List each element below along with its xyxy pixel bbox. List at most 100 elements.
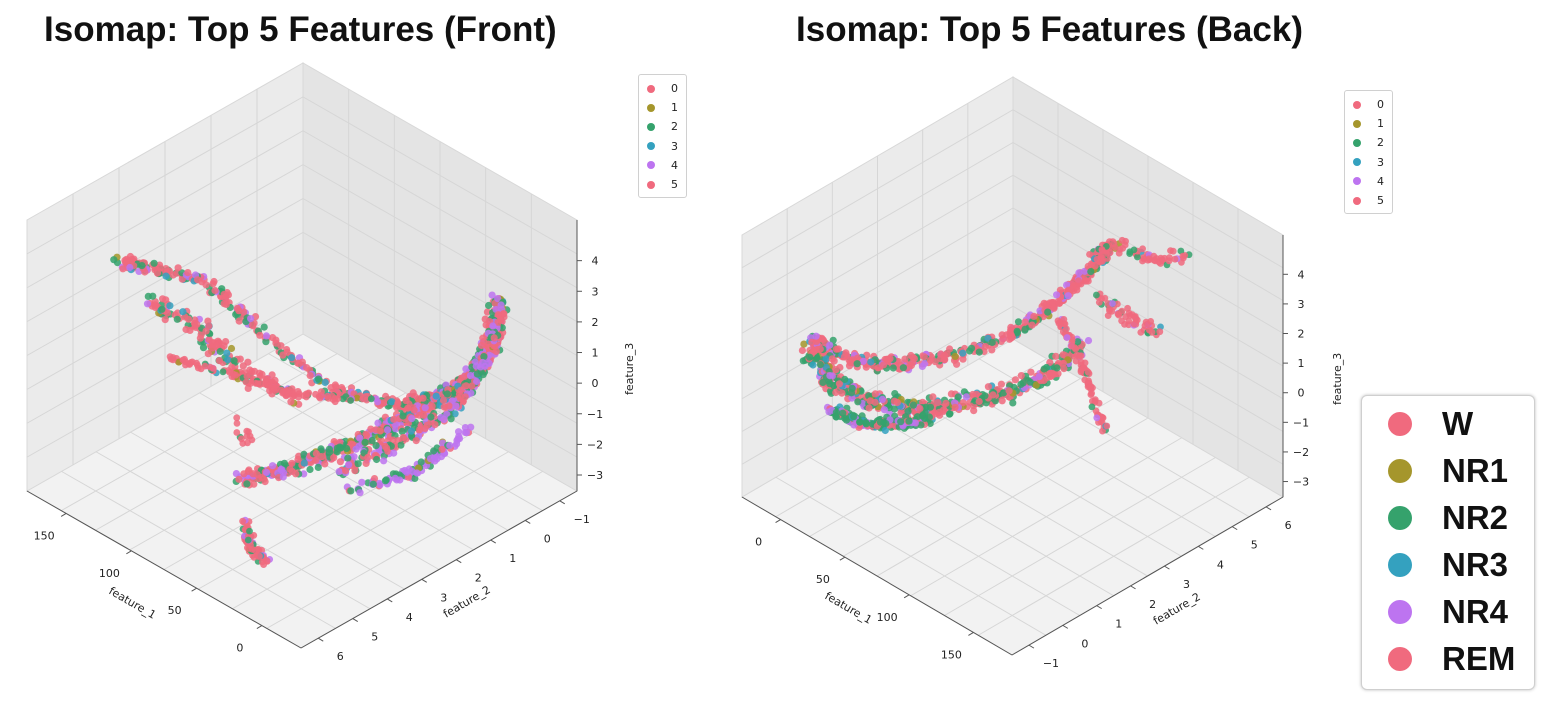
data-point <box>179 308 187 316</box>
data-point <box>173 315 181 323</box>
data-point <box>186 326 194 334</box>
data-point <box>451 410 459 418</box>
data-point <box>951 352 959 360</box>
data-point <box>891 390 899 398</box>
data-point <box>1130 320 1138 328</box>
data-point <box>184 315 193 323</box>
data-point <box>488 291 496 299</box>
data-point <box>243 427 251 435</box>
data-point <box>110 256 118 264</box>
data-point <box>1122 313 1130 320</box>
ylabel-back: feature_2 <box>1151 590 1203 627</box>
data-point <box>224 356 232 364</box>
data-point <box>816 345 824 353</box>
y-tick-label: 2 <box>475 572 482 585</box>
data-point <box>934 399 942 407</box>
y-tick <box>352 618 359 622</box>
legend-label: 4 <box>1377 174 1384 188</box>
legend-label: 1 <box>671 101 678 115</box>
data-point <box>1128 311 1136 318</box>
data-point <box>881 426 889 435</box>
data-point <box>246 432 254 440</box>
data-point <box>144 292 152 300</box>
z-tick-label: −3 <box>1293 476 1309 489</box>
data-point <box>880 406 889 414</box>
legend-label: NR4 <box>1442 592 1509 630</box>
data-point <box>1017 380 1025 388</box>
x-tick <box>968 631 974 636</box>
data-point <box>243 480 251 488</box>
data-point <box>279 473 287 481</box>
data-point <box>1028 321 1036 329</box>
data-point <box>402 397 410 405</box>
data-point <box>391 474 399 482</box>
data-point <box>208 344 216 352</box>
legend-label: 0 <box>671 82 678 96</box>
data-point <box>223 349 231 357</box>
legend-label: 4 <box>671 158 678 172</box>
data-point <box>1026 378 1034 386</box>
y-tick <box>455 559 462 564</box>
data-point <box>314 463 322 471</box>
data-point <box>1095 299 1103 306</box>
data-point <box>233 429 241 436</box>
y-axis-line <box>300 490 578 649</box>
data-point <box>890 405 899 413</box>
data-point <box>1103 422 1111 430</box>
data-point <box>1075 352 1083 360</box>
data-point <box>466 372 475 380</box>
data-point <box>1063 334 1071 341</box>
data-point <box>1011 376 1020 384</box>
data-point <box>300 450 308 458</box>
data-point <box>163 309 171 317</box>
data-point <box>988 338 996 346</box>
data-point <box>1053 291 1061 299</box>
data-point <box>874 364 882 372</box>
data-point <box>370 475 379 483</box>
data-point <box>1126 248 1134 256</box>
data-point <box>1055 299 1063 307</box>
legend-item: 4 <box>1353 172 1384 191</box>
y-tick <box>1164 565 1170 570</box>
data-point <box>367 395 375 403</box>
data-point <box>1091 397 1099 405</box>
legend-label: NR1 <box>1442 451 1509 489</box>
y-tick <box>524 520 531 524</box>
data-point <box>150 259 158 267</box>
data-point <box>397 441 405 449</box>
data-point <box>926 403 935 411</box>
y-axis-line <box>1011 496 1284 656</box>
x-tick-label: 150 <box>34 529 55 542</box>
data-point <box>356 489 364 497</box>
data-point <box>1084 368 1092 376</box>
data-point <box>905 417 913 425</box>
data-point <box>413 469 421 477</box>
data-point <box>439 396 448 405</box>
data-point <box>210 277 218 286</box>
data-point <box>492 347 500 355</box>
y-tick-label: 2 <box>1149 598 1156 611</box>
data-point <box>220 342 228 350</box>
z-tick-label: 2 <box>1298 328 1305 341</box>
x-tick-label: 0 <box>755 536 762 549</box>
data-point <box>882 355 891 363</box>
data-point <box>1005 387 1013 395</box>
data-point <box>1053 364 1061 372</box>
data-point <box>867 358 875 366</box>
points-back <box>798 236 1193 435</box>
data-point <box>962 393 970 401</box>
data-point <box>1110 240 1118 248</box>
legend-item: 1 <box>647 98 678 117</box>
data-point <box>1097 254 1105 261</box>
data-point <box>373 455 381 464</box>
z-tick-label: 0 <box>1298 387 1305 400</box>
data-point <box>1124 304 1131 312</box>
legend-marker <box>647 122 655 131</box>
z-tick-label: 1 <box>1298 357 1305 370</box>
data-point <box>909 358 917 366</box>
data-point <box>969 390 977 399</box>
legend-item: 0 <box>647 79 678 98</box>
data-point <box>859 357 867 365</box>
data-point <box>342 467 350 475</box>
data-point <box>838 389 846 397</box>
